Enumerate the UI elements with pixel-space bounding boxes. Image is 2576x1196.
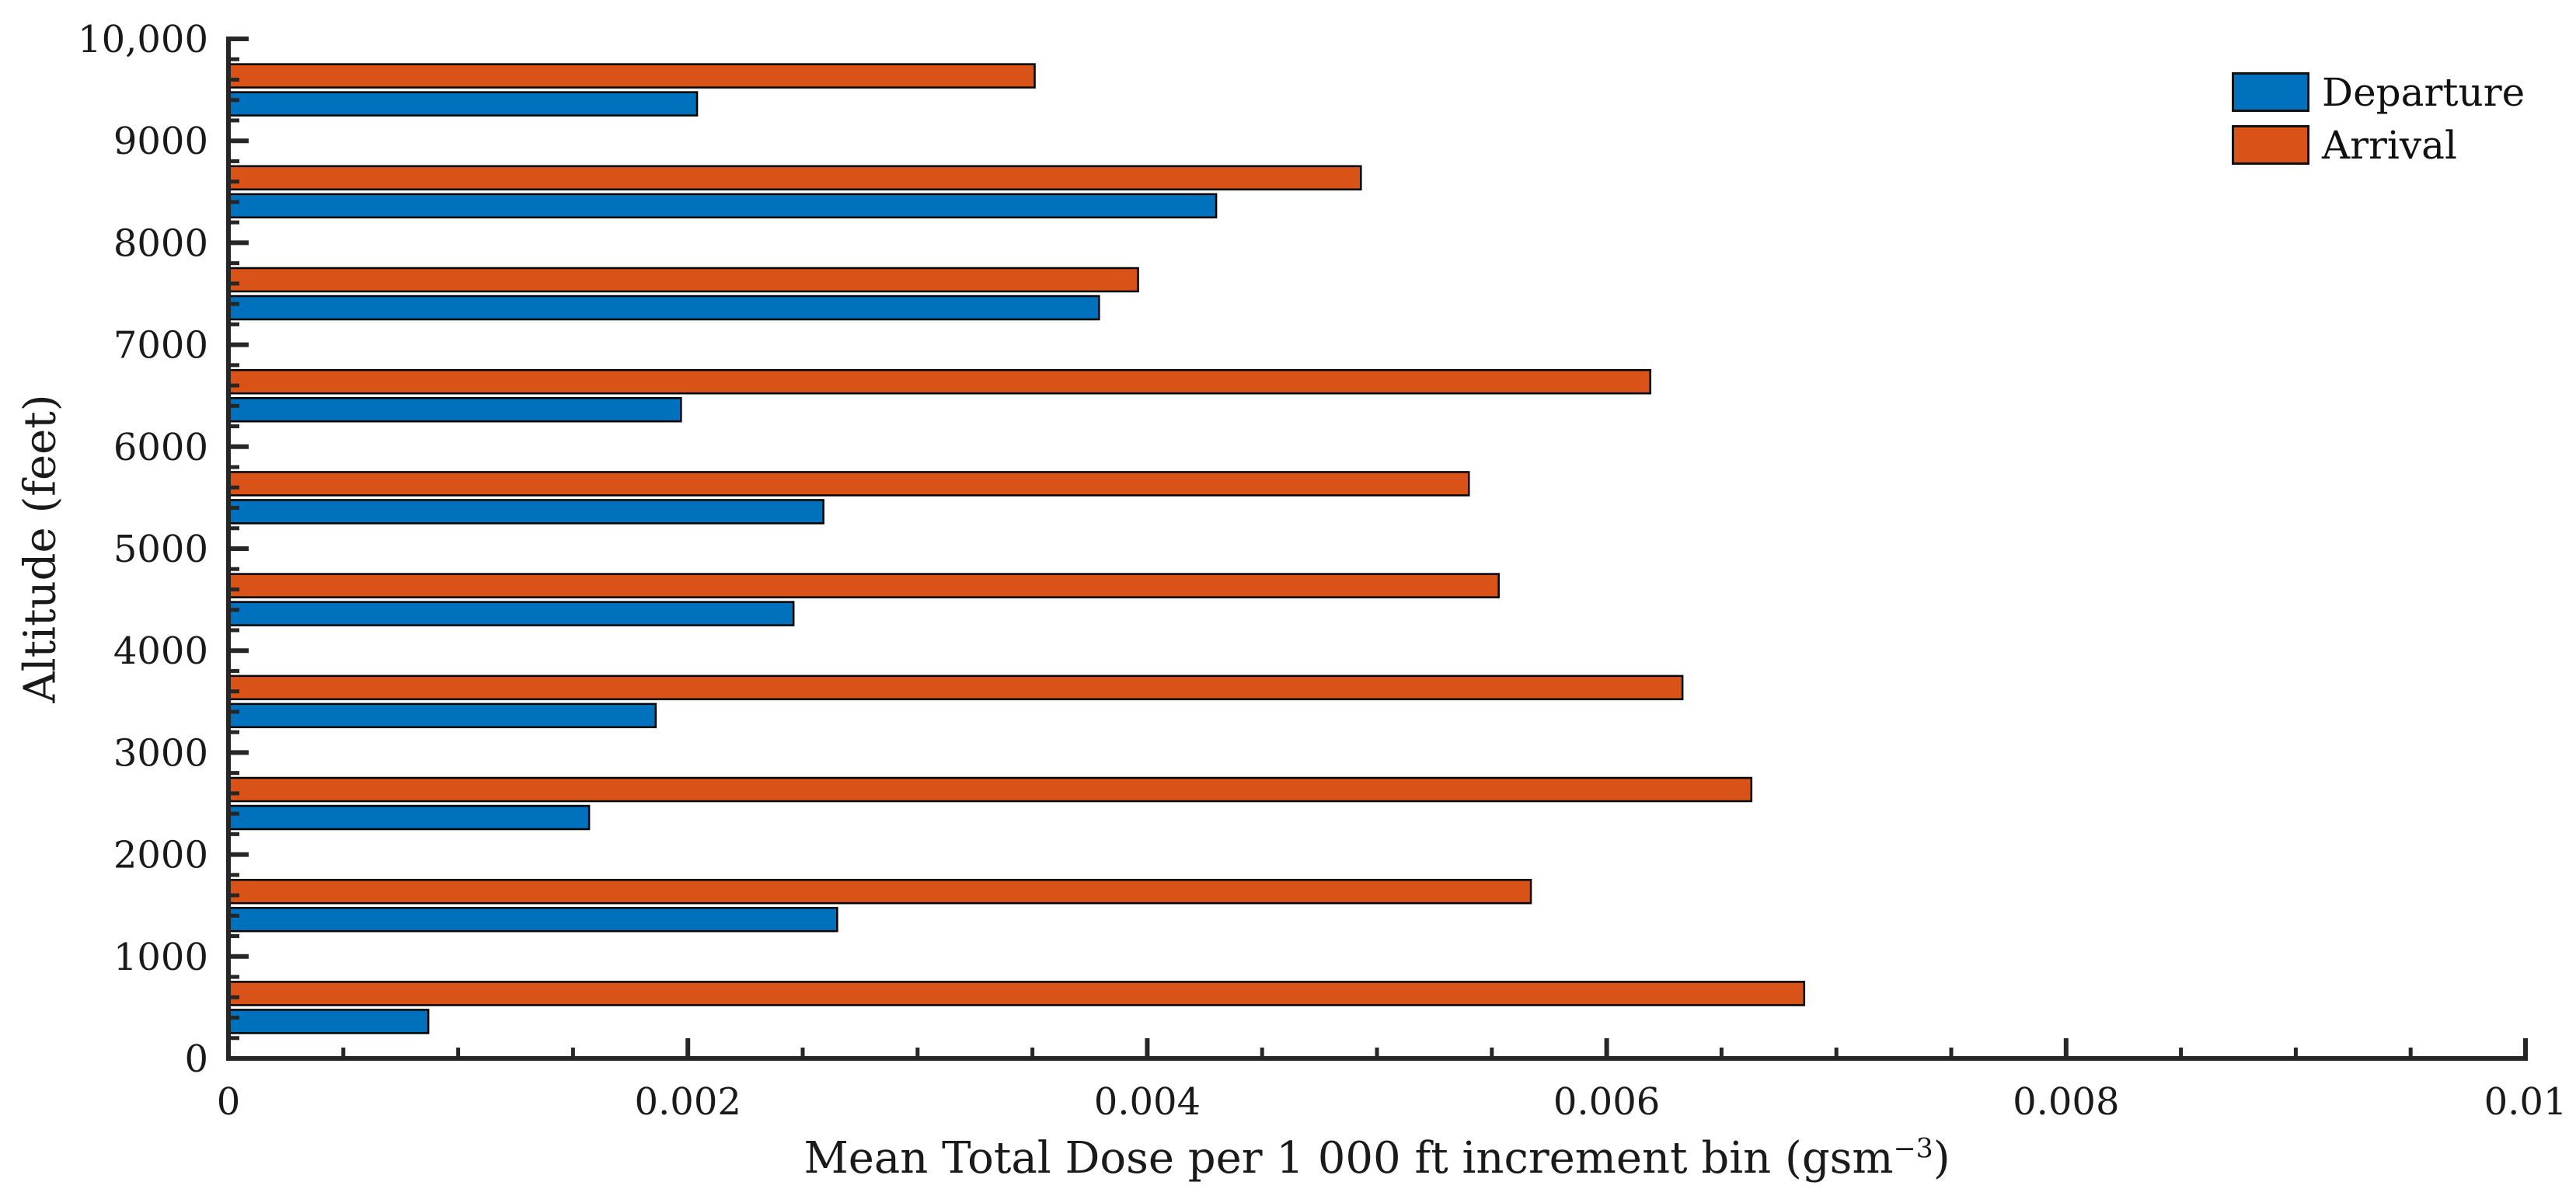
y-tick-label-2000: 2000 xyxy=(113,834,208,877)
bar-departure-8500 xyxy=(227,193,1218,219)
x-axis-title-close-paren: ) xyxy=(1933,1133,1950,1184)
x-tick-label-0.006: 0.006 xyxy=(1553,1080,1660,1124)
y-tick-label-0: 0 xyxy=(184,1037,208,1081)
legend-label-arrival: Arrival xyxy=(2322,122,2457,168)
bar-departure-9500 xyxy=(227,91,699,117)
bar-arrival-2500 xyxy=(227,776,1753,803)
bar-departure-4500 xyxy=(227,601,795,626)
y-tick-label-9000: 9000 xyxy=(113,120,208,163)
y-tick-label-8000: 8000 xyxy=(113,221,208,265)
bar-departure-2500 xyxy=(227,804,591,831)
y-tick-label-3000: 3000 xyxy=(113,731,208,775)
legend: Departure Arrival xyxy=(2232,72,2525,165)
y-axis-title-text: Altitude (feet) xyxy=(15,394,66,703)
bar-departure-6500 xyxy=(227,396,682,423)
x-axis-title-text: Mean Total Dose per 1 000 ft increment b… xyxy=(803,1133,1894,1184)
x-tick-label-0.004: 0.004 xyxy=(1094,1080,1201,1124)
bar-arrival-3500 xyxy=(227,675,1684,701)
arrival-color-swatch xyxy=(2232,125,2309,165)
y-tick-label-4000: 4000 xyxy=(113,629,208,673)
bar-arrival-4500 xyxy=(227,573,1500,598)
bar-departure-1500 xyxy=(227,906,838,933)
x-tick-label-0.01: 0.01 xyxy=(2484,1080,2567,1124)
x-axis-title: Mean Total Dose per 1 000 ft increment b… xyxy=(803,1133,1950,1184)
y-tick-label-5000: 5000 xyxy=(113,528,208,571)
legend-item-arrival: Arrival xyxy=(2232,125,2525,165)
legend-item-departure: Departure xyxy=(2232,72,2525,112)
departure-color-swatch xyxy=(2232,72,2309,112)
y-tick-label-1000: 1000 xyxy=(113,936,208,979)
y-tick-label-6000: 6000 xyxy=(113,426,208,469)
bar-arrival-9500 xyxy=(227,63,1036,89)
bar-arrival-5500 xyxy=(227,471,1470,497)
bar-departure-5500 xyxy=(227,499,824,525)
bar-departure-3500 xyxy=(227,703,657,729)
bar-arrival-500 xyxy=(227,981,1806,1006)
bar-arrival-8500 xyxy=(227,165,1362,191)
bar-departure-7500 xyxy=(227,295,1100,321)
legend-label-departure: Departure xyxy=(2322,69,2525,115)
x-tick-label-0.008: 0.008 xyxy=(2013,1080,2119,1124)
bar-arrival-1500 xyxy=(227,878,1532,905)
x-axis-title-exponent: −3 xyxy=(1893,1133,1933,1165)
y-tick-label-7000: 7000 xyxy=(113,324,208,368)
x-tick-label-0.002: 0.002 xyxy=(634,1080,741,1124)
y-axis-title: Altitude (feet) xyxy=(16,394,66,703)
bar-arrival-7500 xyxy=(227,267,1139,293)
bar-arrival-6500 xyxy=(227,368,1652,395)
x-tick-label-0: 0 xyxy=(217,1080,241,1124)
y-tick-label-10,000: 10,000 xyxy=(78,18,208,61)
bar-departure-500 xyxy=(227,1009,430,1034)
